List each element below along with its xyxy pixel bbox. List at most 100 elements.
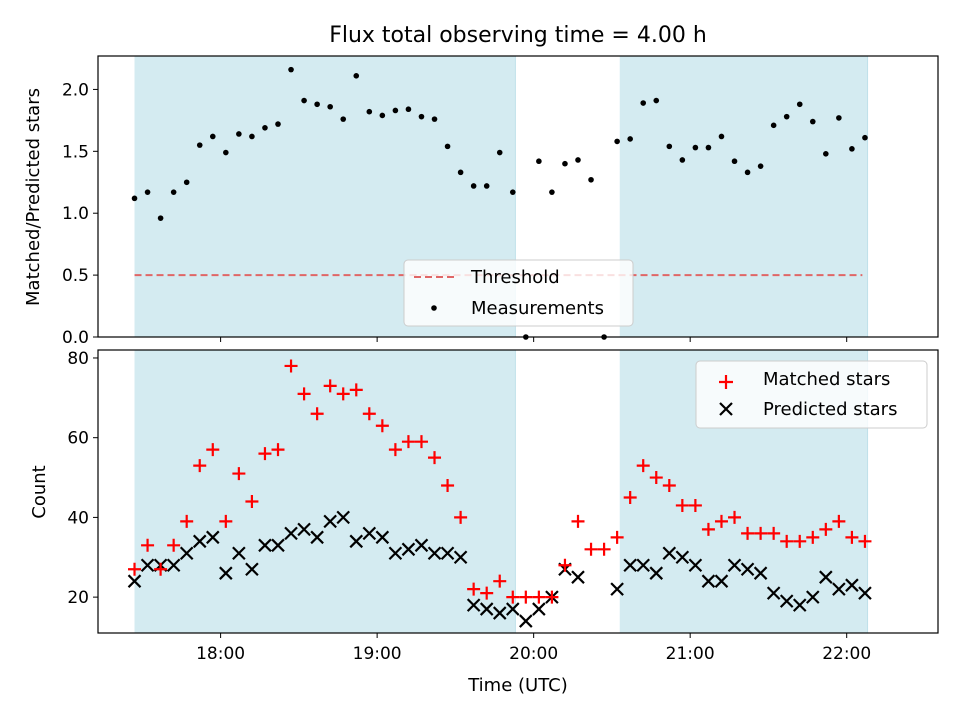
- matched-star-marker: [128, 562, 142, 576]
- top-x-ticks: [220, 337, 848, 342]
- predicted-star-markers: [127, 510, 872, 628]
- measurement-point: [757, 163, 764, 169]
- matched-star-marker: [845, 530, 859, 544]
- measurement-point: [314, 101, 320, 108]
- predicted-star-marker: [271, 538, 285, 553]
- measurement-point: [588, 176, 594, 183]
- predicted-star-marker: [753, 566, 768, 580]
- measurement-point: [157, 215, 164, 221]
- predicted-star-marker: [375, 530, 390, 545]
- matched-star-marker: [323, 379, 337, 393]
- predicted-star-marker: [675, 550, 690, 565]
- measurement-point: [223, 149, 229, 156]
- top-legend-box: [403, 259, 634, 327]
- matched-star-marker: [558, 558, 572, 572]
- measurement-point: [457, 169, 464, 176]
- y-tick-label: 80: [67, 349, 89, 369]
- matched-star-marker: [584, 542, 598, 556]
- predicted-star-marker: [858, 586, 872, 600]
- matched-star-marker: [480, 586, 494, 600]
- top-y-axis-label: Matched/Predicted stars: [23, 88, 44, 306]
- bottom-legend-box: [695, 360, 928, 429]
- matched-star-marker: [375, 419, 389, 433]
- predicted-star-marker: [806, 590, 820, 604]
- matched-star-marker: [597, 542, 611, 556]
- matched-star-marker: [532, 590, 546, 604]
- measurement-point: [705, 144, 712, 151]
- measurement-point: [562, 160, 568, 167]
- measurement-point: [183, 179, 190, 186]
- x-tick-label: 19:00: [353, 644, 402, 664]
- measurement-point: [327, 103, 333, 110]
- measurement-point: [653, 97, 660, 104]
- predicted-star-marker: [688, 558, 703, 573]
- x-tick-label: 18:00: [196, 644, 245, 664]
- matched-star-marker: [714, 514, 728, 528]
- predicted-star-marker: [779, 594, 794, 608]
- predicted-star-marker: [845, 578, 859, 592]
- measurement-point: [849, 146, 855, 152]
- measurement-point: [405, 106, 412, 113]
- legend-measurement-label: Measurements: [471, 298, 604, 319]
- predicted-star-marker: [232, 546, 246, 561]
- measurement-point: [496, 149, 503, 156]
- measurement-point: [483, 183, 490, 189]
- measurement-point: [431, 116, 438, 122]
- bottom-y-axis-label: Count: [29, 465, 50, 518]
- predicted-star-marker: [427, 546, 442, 561]
- measurement-point: [340, 116, 347, 122]
- predicted-star-marker: [532, 602, 546, 616]
- measurement-point: [288, 66, 294, 73]
- top-panel: 0.00.51.01.52.0 Matched/Predicted stars …: [23, 55, 939, 348]
- x-tick-label: 20:00: [509, 644, 558, 664]
- matched-star-marker: [701, 522, 715, 536]
- measurement-point: [640, 100, 647, 106]
- measurement-point: [131, 195, 138, 202]
- measurement-point: [823, 150, 829, 157]
- measurement-point: [301, 97, 307, 104]
- predicted-star-marker: [727, 558, 742, 573]
- matched-star-marker: [180, 514, 194, 528]
- predicted-star-marker: [453, 550, 468, 565]
- measurement-point: [536, 158, 542, 165]
- bottom-panel: 20 40 60 80 18:00 19:00 20:00 21:00 22:00 Count…: [29, 349, 939, 696]
- bottom-axes-frame: [97, 349, 939, 634]
- legend-matched-swatch: [719, 375, 733, 389]
- matched-star-marker: [793, 534, 807, 548]
- predicted-star-marker: [506, 602, 520, 616]
- matched-star-marker: [219, 514, 233, 528]
- matched-star-marker: [349, 383, 363, 397]
- matched-star-marker: [649, 471, 663, 485]
- matched-star-marker: [819, 522, 833, 536]
- measurement-point: [744, 169, 751, 176]
- matched-star-marker: [636, 459, 650, 473]
- measurement-point: [418, 113, 425, 120]
- predicted-star-marker: [401, 542, 416, 557]
- matched-star-marker: [728, 510, 742, 524]
- top-axes-frame: [97, 55, 939, 338]
- measurement-point: [470, 183, 477, 189]
- y-tick-label: 0.5: [62, 266, 89, 286]
- measurement-point: [170, 189, 177, 195]
- legend-threshold-label: Threshold: [470, 267, 560, 288]
- predicted-star-marker: [284, 526, 298, 541]
- matched-star-marker: [284, 359, 298, 373]
- measurement-point: [392, 107, 399, 114]
- predicted-star-marker: [166, 558, 181, 573]
- y-tick-label: 20: [67, 588, 89, 608]
- matched-star-marker: [623, 490, 637, 504]
- predicted-star-marker: [649, 566, 664, 580]
- predicted-star-marker: [310, 530, 324, 545]
- predicted-star-marker: [492, 606, 507, 620]
- matched-star-marker: [493, 574, 507, 588]
- matched-star-marker: [258, 447, 272, 461]
- predicted-star-marker: [206, 530, 220, 545]
- measurement-point: [444, 143, 451, 150]
- predicted-star-marker: [701, 574, 716, 588]
- predicted-star-marker: [819, 570, 833, 584]
- y-tick-label: 0.0: [62, 328, 89, 348]
- measurement-point: [862, 134, 868, 141]
- matched-star-marker: [688, 498, 702, 512]
- measurement-point: [236, 131, 242, 137]
- matched-star-marker: [401, 435, 415, 449]
